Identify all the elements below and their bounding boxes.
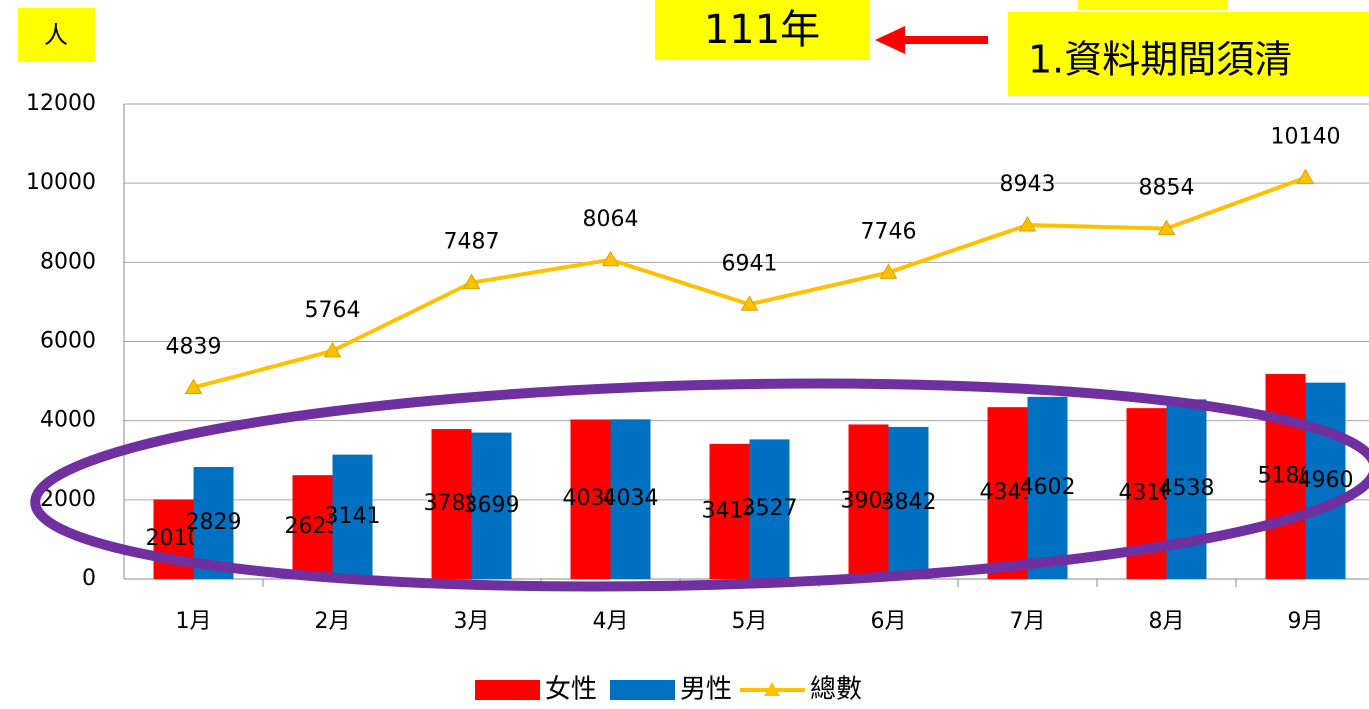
marker: [601, 250, 620, 267]
annotation-box: [18, 8, 95, 62]
y-tick-label: 10000: [26, 170, 96, 195]
bar: [471, 432, 512, 579]
bar-label: 4030: [563, 486, 619, 511]
point-label: 7746: [861, 219, 917, 244]
bar-label: 3699: [464, 493, 520, 518]
marker: [184, 378, 203, 394]
bar: [431, 429, 472, 579]
point-label: 7487: [444, 230, 500, 255]
bar-label: 2829: [186, 510, 242, 535]
point-label: 4839: [166, 334, 222, 359]
bar-label: 3414: [702, 498, 758, 523]
legend-label: 女性: [545, 675, 597, 705]
point-label: 8854: [1139, 176, 1195, 201]
unit-label: 人: [44, 21, 68, 49]
bar-label: 3788: [424, 491, 480, 516]
bar-label: 4034: [603, 486, 659, 511]
y-tick-label: 2000: [40, 487, 96, 512]
bar: [709, 443, 750, 579]
point-label: 6941: [722, 251, 778, 276]
bar: [1265, 373, 1306, 579]
x-tick-label: 6月: [871, 609, 907, 634]
bar: [888, 426, 929, 579]
bar-label: 4341: [980, 480, 1036, 505]
bar: [1305, 382, 1346, 579]
marker: [323, 341, 342, 358]
bar: [332, 454, 373, 579]
bar: [749, 439, 790, 579]
arrow-head: [875, 26, 905, 54]
y-tick-label: 0: [82, 566, 96, 591]
y-tick-label: 12000: [26, 91, 96, 116]
bar-label: 3141: [325, 504, 381, 529]
marker: [740, 295, 759, 311]
y-tick-label: 4000: [40, 408, 96, 433]
note-label: 1.資料期間須清: [1028, 38, 1292, 82]
bar-label: 3527: [742, 496, 798, 521]
x-tick-label: 9月: [1288, 609, 1324, 634]
highlight-ellipse: [30, 378, 1369, 592]
annotation-box: [1008, 12, 1369, 96]
legend-marker: [764, 682, 780, 696]
legend-swatch: [610, 680, 675, 700]
legend-label: 總數: [810, 675, 862, 705]
legend-label: 男性: [680, 675, 732, 705]
plot: 0 2000 4000 6000 8000 10000 12000 1月 2月 3月 4月 5月 6月 7…: [26, 91, 1369, 634]
marker: [879, 263, 898, 279]
bar-label: 4538: [1159, 476, 1215, 501]
line: [192, 175, 1307, 390]
annotation-box: [655, 0, 870, 60]
legend-swatch: [475, 680, 540, 700]
annotation-box: [1078, 0, 1228, 10]
x-tick-label: 1月: [176, 609, 212, 634]
x-tick-label: 2月: [315, 609, 351, 634]
bar: [570, 419, 611, 579]
x-tick-label: 4月: [593, 609, 629, 634]
year-label: 111年: [704, 7, 820, 53]
point-label: 5764: [305, 298, 361, 323]
point-label: 8943: [1000, 172, 1056, 197]
marker: [1018, 215, 1037, 232]
bar-label: 4316: [1119, 481, 1175, 506]
x-tick-label: 5月: [732, 609, 768, 634]
y-tick-label: 6000: [40, 329, 96, 354]
x-tick-label: 8月: [1149, 609, 1185, 634]
bar: [610, 419, 651, 579]
bar-label: 4960: [1298, 468, 1354, 493]
bar: [987, 407, 1028, 579]
marker: [1296, 168, 1315, 185]
bar-label: 3842: [881, 490, 937, 515]
marker: [1157, 219, 1176, 236]
bar-label: 4602: [1020, 475, 1076, 500]
point-label: 10140: [1271, 125, 1341, 150]
x-tick-label: 3月: [454, 609, 490, 634]
bar-label: 2623: [285, 514, 341, 539]
y-tick-label: 8000: [40, 249, 96, 274]
bar-label: 5180: [1258, 463, 1314, 488]
bar: [292, 475, 333, 579]
point-label: 8064: [583, 207, 639, 232]
bar-label: 2010: [146, 526, 202, 551]
bar-label: 3904: [841, 489, 897, 514]
bar: [848, 424, 889, 579]
x-tick-label: 7月: [1010, 609, 1046, 634]
marker: [462, 273, 481, 290]
bar: [1027, 396, 1068, 579]
